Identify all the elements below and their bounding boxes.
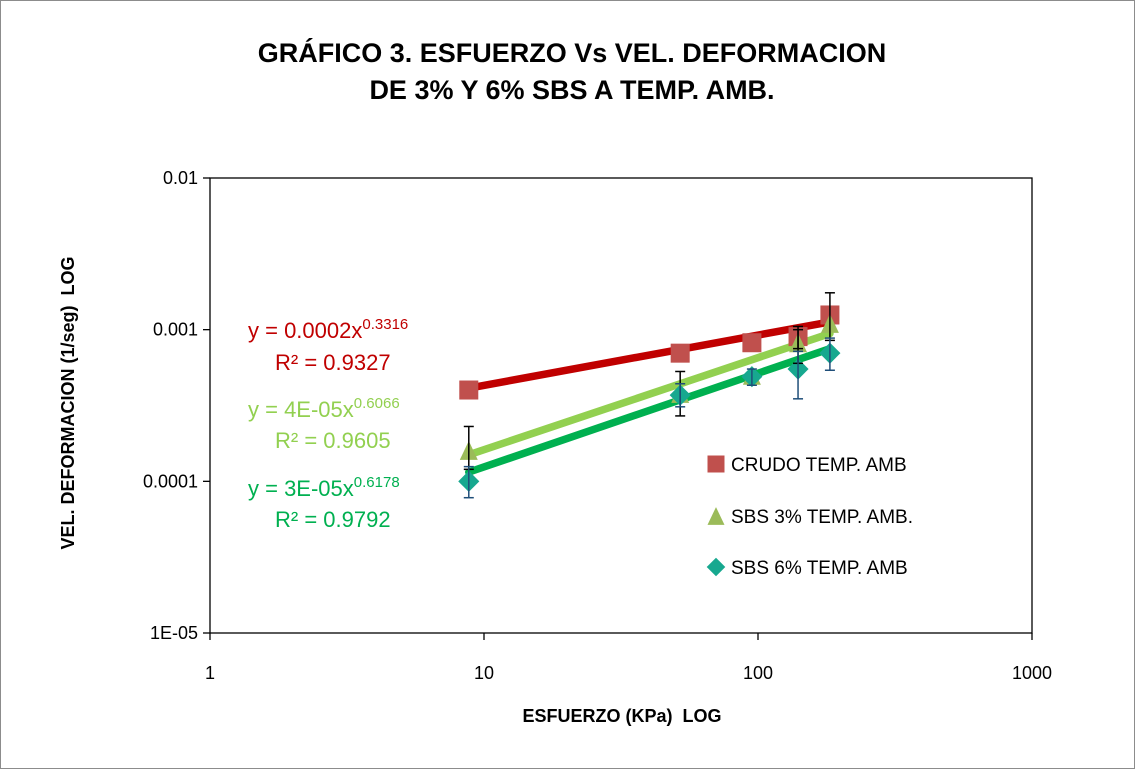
legend-marker-diamond bbox=[706, 557, 726, 577]
series-layer bbox=[458, 292, 841, 499]
trendline-r2-triangle: R² = 0.9605 bbox=[275, 428, 391, 453]
chart-title-line-1: GRÁFICO 3. ESFUERZO Vs VEL. DEFORMACION bbox=[258, 37, 887, 68]
trendline-r2-square: R² = 0.9327 bbox=[275, 350, 391, 375]
trendlines bbox=[465, 318, 834, 476]
trendline-r2-diamond: R² = 0.9792 bbox=[275, 507, 391, 532]
trendline-equation-triangle: y = 4E-05x0.6066 bbox=[248, 395, 400, 422]
trendline-square bbox=[465, 318, 834, 392]
trendline-equation-square: y = 0.0002x0.3316 bbox=[248, 316, 408, 343]
y-axis-label: VEL. DEFORMACION (1/seg) LOG bbox=[58, 256, 78, 549]
equation-base: y = 0.0002x bbox=[248, 318, 362, 343]
x-axis-label: ESFUERZO (KPa) LOG bbox=[522, 706, 721, 726]
equation-base: y = 3E-05x bbox=[248, 476, 354, 501]
data-point-square bbox=[670, 343, 690, 363]
y-tick-label: 0.0001 bbox=[143, 471, 198, 491]
equation-exponent: 0.6066 bbox=[354, 395, 400, 412]
error-bars bbox=[463, 292, 835, 499]
legend-marker-triangle bbox=[707, 507, 725, 525]
legend-label: CRUDO TEMP. AMB bbox=[731, 455, 907, 476]
chart-title-line-2: DE 3% Y 6% SBS A TEMP. AMB. bbox=[369, 75, 774, 105]
equation-exponent: 0.3316 bbox=[362, 316, 408, 333]
y-tick-label: 0.01 bbox=[163, 168, 198, 188]
axes: 1 10 100 1000 1E-05 0.0001 0.001 0.01 bbox=[143, 168, 1052, 683]
trendline-diamond bbox=[465, 344, 834, 476]
x-tick-label: 1000 bbox=[1012, 663, 1052, 683]
y-tick-label: 1E-05 bbox=[150, 623, 198, 643]
trendline-equation-diamond: y = 3E-05x0.6178 bbox=[248, 474, 400, 501]
equation-exponent: 0.6178 bbox=[354, 474, 400, 491]
legend-label: SBS 6% TEMP. AMB bbox=[731, 558, 908, 579]
data-point-square bbox=[742, 333, 762, 353]
x-tick-label: 100 bbox=[743, 663, 773, 683]
equation-base: y = 4E-05x bbox=[248, 397, 354, 422]
x-tick-label: 1 bbox=[205, 663, 215, 683]
legend-marker-square bbox=[707, 455, 725, 473]
trendline-triangle bbox=[465, 329, 834, 459]
legend-label: SBS 3% TEMP. AMB. bbox=[731, 507, 913, 528]
y-tick-label: 0.001 bbox=[153, 320, 198, 340]
data-point-square bbox=[459, 380, 479, 400]
legend: CRUDO TEMP. AMB SBS 3% TEMP. AMB. SBS 6% T… bbox=[706, 455, 913, 579]
x-tick-label: 10 bbox=[474, 663, 494, 683]
